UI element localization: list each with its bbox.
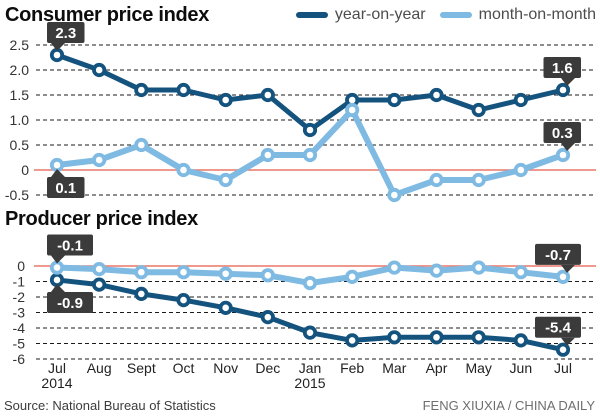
x-label-month: Jul	[554, 360, 572, 376]
cpi-ytick: 1.5	[10, 87, 30, 103]
ppi-chart: 0-1-2-3-4-5-6 Jul Aug Sept Oct Nov Dec Jan Feb Ma…	[13, 234, 596, 391]
cpi-title: Consumer price index	[5, 3, 210, 26]
cpi-badge-value: 0.1	[55, 180, 76, 197]
ppi-badge	[535, 316, 581, 338]
yoy-line-swatch	[295, 12, 328, 18]
ppi-title: Producer price index	[5, 208, 198, 230]
cpi-badge	[543, 122, 581, 143]
legend-label-yoy: year-on-year	[334, 6, 426, 23]
cpi-ytick: 0.5	[10, 137, 30, 153]
legend: year-on-year month-on-month	[295, 6, 600, 24]
ppi-badge	[47, 291, 93, 313]
x-label-month: Jul	[48, 360, 66, 376]
ppi-badge-value: -0.7	[545, 247, 571, 264]
cpi-badge-value: 0.3	[552, 125, 573, 142]
x-label-month: Aug	[87, 360, 112, 376]
ppi-ytick: -4	[13, 320, 26, 336]
ppi-badge	[47, 234, 93, 256]
cpi-ytick: 2.0	[10, 62, 30, 78]
legend-item-yoy: year-on-year	[295, 6, 426, 24]
ppi-ytick: -2	[13, 289, 26, 305]
ppi-annotations: -0.1 -0.9 -0.7 -5.4	[47, 234, 581, 346]
cpi-badge-value: 1.6	[552, 60, 573, 77]
cpi-ytick: 0	[21, 162, 29, 178]
cpi-ytick: -0.5	[5, 187, 29, 203]
cpi-chart: 2.5 2.0 1.5 1.0 0.5 0 -0.5 2.3 0.1 1.6 0.3	[5, 22, 596, 203]
x-label-month: Jun	[510, 360, 533, 376]
cpi-ytick: 2.5	[10, 37, 30, 53]
cpi-markers-yoy	[49, 47, 571, 138]
cpi-grid: 2.5 2.0 1.5 1.0 0.5 0 -0.5	[5, 37, 596, 203]
ppi-ytick: -6	[13, 351, 26, 367]
x-label-month: Feb	[340, 360, 364, 376]
ppi-ytick: 0	[17, 258, 25, 274]
x-label-year: 2014	[41, 375, 72, 391]
cpi-ytick: 1.0	[10, 112, 30, 128]
x-label-month: Dec	[255, 360, 280, 376]
footer: Source: National Bureau of Statistics FE…	[4, 398, 595, 413]
legend-label-mom: month-on-month	[478, 6, 596, 23]
x-label-year: 2015	[294, 375, 325, 391]
cpi-header: Consumer price index year-on-year month-…	[0, 0, 600, 30]
cpi-markers-mom	[49, 102, 571, 203]
x-label-month: Apr	[426, 360, 448, 376]
x-label-month: Nov	[213, 360, 238, 376]
x-label-month: Sept	[127, 360, 156, 376]
ppi-badge-value: -0.1	[57, 238, 83, 255]
cpi-badge	[47, 177, 85, 198]
cpi-line-yoy	[54, 52, 566, 133]
cpi-annotations: 2.3 0.1 1.6 0.3	[47, 22, 581, 198]
ppi-ytick: -5	[13, 336, 26, 352]
ppi-x-axis: Jul Aug Sept Oct Nov Dec Jan Feb Mar Apr May Jun Jul…	[41, 360, 572, 391]
ppi-ytick: -3	[13, 305, 26, 321]
x-label-month: May	[465, 360, 491, 376]
ppi-ytick: -1	[13, 274, 26, 290]
mom-line-swatch	[439, 12, 472, 18]
ppi-badge-value: -0.9	[57, 295, 83, 312]
ppi-badge-value: -5.4	[545, 320, 572, 337]
source-note: Source: National Bureau of Statistics	[4, 398, 216, 413]
ppi-badge	[535, 243, 581, 265]
cpi-badge	[47, 22, 85, 43]
cpi-badge	[543, 57, 581, 78]
legend-item-mom: month-on-month	[439, 6, 596, 24]
x-label-month: Oct	[173, 360, 195, 376]
x-label-month: Mar	[382, 360, 406, 376]
ppi-markers-yoy	[49, 272, 571, 357]
credit: FENG XIUXIA / CHINA DAILY	[422, 398, 595, 413]
x-label-month: Jan	[299, 360, 322, 376]
cpi-badge-value: 2.3	[55, 25, 76, 42]
ppi-markers-mom	[49, 260, 571, 291]
